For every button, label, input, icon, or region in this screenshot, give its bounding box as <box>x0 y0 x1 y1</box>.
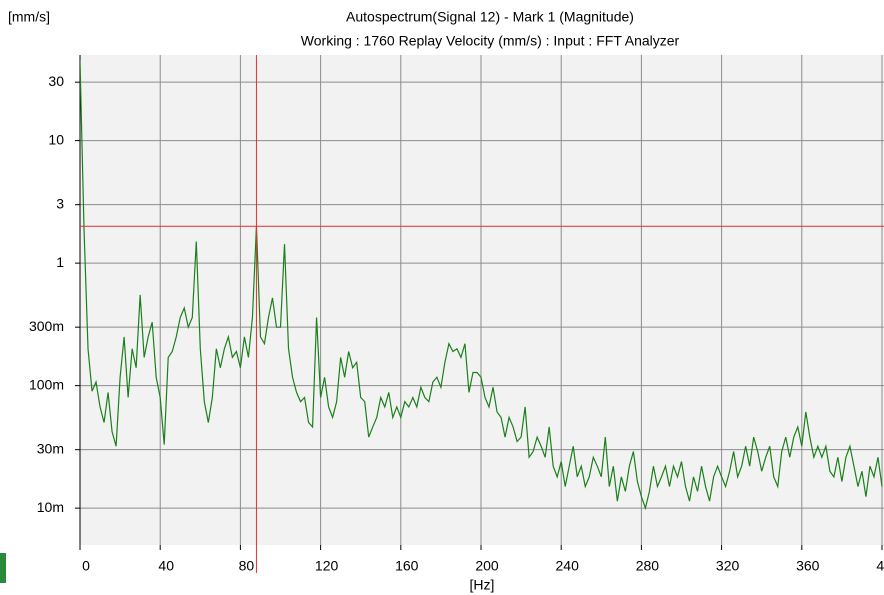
y-tick-label: 10 <box>48 131 64 147</box>
x-tick-label: 40 <box>158 558 174 574</box>
x-tick-label: 360 <box>796 558 820 574</box>
y-tick-label: 1 <box>56 254 64 270</box>
x-tick-label: 400 <box>876 558 884 574</box>
chart-title: Autospectrum(Signal 12) - Mark 1 (Magnit… <box>346 9 634 25</box>
y-tick-label: 100m <box>29 376 64 392</box>
y-tick-label: 30m <box>37 440 64 456</box>
y-tick-label: 300m <box>29 318 64 334</box>
x-tick-label: 240 <box>556 558 580 574</box>
x-axis-label: [Hz] <box>470 577 495 593</box>
data-line <box>80 60 883 511</box>
y-tick-label: 30 <box>48 73 64 89</box>
y-axis-label: [mm/s] <box>8 9 50 25</box>
plot-area <box>80 55 884 545</box>
x-tick-label: 320 <box>716 558 740 574</box>
x-tick-label: 200 <box>475 558 499 574</box>
plot-group <box>80 60 884 511</box>
x-tick-label: 80 <box>239 558 255 574</box>
side-icon <box>0 553 6 583</box>
x-tick-label: 160 <box>395 558 419 574</box>
y-tick-label: 3 <box>56 195 64 211</box>
x-tick-label: 120 <box>315 558 339 574</box>
x-tick-label: 0 <box>82 558 90 574</box>
y-tick-label: 10m <box>37 499 64 515</box>
x-tick-label: 280 <box>636 558 660 574</box>
chart-subtitle: Working : 1760 Replay Velocity (mm/s) : … <box>301 33 680 49</box>
